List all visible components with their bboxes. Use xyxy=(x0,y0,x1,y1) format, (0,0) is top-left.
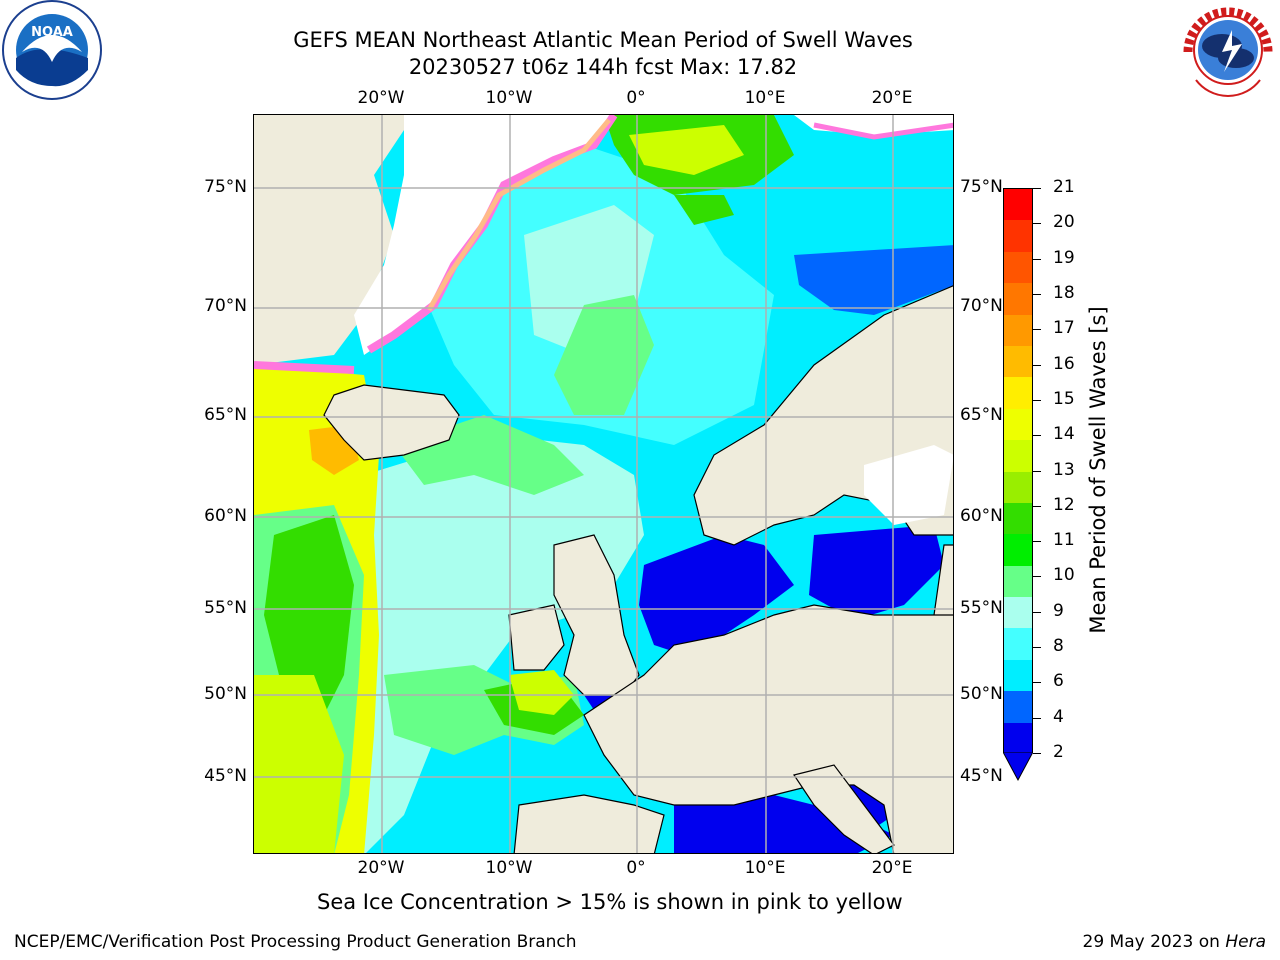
lon-label-bottom-10e: 10°E xyxy=(744,858,786,878)
colorbar-tick-label: 16 xyxy=(1053,353,1075,374)
colorbar-tick-label: 15 xyxy=(1053,388,1075,409)
colorbar-tick-mark xyxy=(1033,576,1041,578)
colorbar-segment xyxy=(1004,628,1032,661)
colorbar-tick-mark xyxy=(1033,647,1041,649)
lon-label-top-10e: 10°E xyxy=(744,88,786,108)
colorbar-segment xyxy=(1004,220,1032,253)
map-graphic xyxy=(254,115,953,853)
colorbar-label: Mean Period of Swell Waves [s] xyxy=(1086,306,1110,634)
chart-title-line-2: 20230527 t06z 144h fcst Max: 17.82 xyxy=(408,55,798,79)
lon-label-top-20e: 20°E xyxy=(871,88,913,108)
colorbar-tick-mark xyxy=(1033,329,1041,331)
colorbar-tick-label: 8 xyxy=(1053,636,1064,657)
colorbar-tick-mark xyxy=(1033,611,1041,613)
lat-label-left-55n: 55°N xyxy=(204,598,247,618)
colorbar-segment xyxy=(1004,722,1032,755)
footer-left: NCEP/EMC/Verification Post Processing Pr… xyxy=(14,932,577,952)
colorbar-tick-mark xyxy=(1033,717,1041,719)
colorbar-segment xyxy=(1004,691,1032,724)
colorbar-tick-mark xyxy=(1033,682,1041,684)
lat-label-right-75n: 75°N xyxy=(960,177,1003,197)
colorbar-tick-mark xyxy=(1033,399,1041,401)
footer-date: 29 May 2023 on xyxy=(1082,932,1226,952)
colorbar-segment xyxy=(1004,534,1032,567)
colorbar-tick-mark xyxy=(1033,541,1041,543)
lat-label-left-45n: 45°N xyxy=(204,766,247,786)
colorbar-tick-label: 4 xyxy=(1053,706,1064,727)
colorbar-ticks: 21 20 19 18 17 16 15 14 13 12 11 10 9 8 6 4 2 xyxy=(1003,177,1083,762)
lat-label-right-70n: 70°N xyxy=(960,296,1003,316)
lat-label-left-65n: 65°N xyxy=(204,405,247,425)
lon-label-bottom-20w: 20°W xyxy=(357,858,405,878)
colorbar-segment xyxy=(1004,659,1032,692)
colorbar-tick-label: 17 xyxy=(1053,318,1075,339)
lon-label-top-20w: 20°W xyxy=(357,88,405,108)
colorbar-tick-label: 13 xyxy=(1053,459,1075,480)
noaa-logo: NOAA xyxy=(0,0,104,104)
colorbar-tick-label: 11 xyxy=(1053,530,1075,551)
lat-label-right-55n: 55°N xyxy=(960,598,1003,618)
colorbar-tick-label: 19 xyxy=(1053,247,1075,268)
colorbar-tick-mark xyxy=(1033,470,1041,472)
lat-label-left-60n: 60°N xyxy=(204,506,247,526)
sea-ice-caption: Sea Ice Concentration > 15% is shown in … xyxy=(317,890,903,914)
colorbar-tick-label: 12 xyxy=(1053,494,1075,515)
colorbar-segment xyxy=(1004,251,1032,284)
colorbar-segment xyxy=(1004,502,1032,535)
lat-label-right-60n: 60°N xyxy=(960,506,1003,526)
colorbar-tick-label: 2 xyxy=(1053,742,1064,762)
lon-label-bottom-0: 0° xyxy=(626,858,646,878)
lat-label-left-70n: 70°N xyxy=(204,296,247,316)
lat-label-left-50n: 50°N xyxy=(204,684,247,704)
footer-host: Hera xyxy=(1225,932,1266,952)
lat-label-right-65n: 65°N xyxy=(960,405,1003,425)
map-panel xyxy=(253,114,954,854)
colorbar-tick-label: 9 xyxy=(1053,600,1064,621)
lon-label-bottom-20e: 20°E xyxy=(871,858,913,878)
colorbar-tick-mark xyxy=(1033,364,1041,366)
colorbar-segment xyxy=(1004,440,1032,472)
colorbar-tick-mark xyxy=(1033,223,1041,225)
colorbar-segment xyxy=(1004,283,1032,316)
chart-title-line-1: GEFS MEAN Northeast Atlantic Mean Period… xyxy=(293,28,913,52)
colorbar-tick-label: 14 xyxy=(1053,424,1075,445)
colorbar-segment xyxy=(1004,565,1032,598)
lat-label-left-75n: 75°N xyxy=(204,177,247,197)
colorbar-tick-mark xyxy=(1033,258,1041,260)
nws-logo xyxy=(1176,0,1280,104)
svg-text:NOAA: NOAA xyxy=(31,25,73,40)
colorbar-tick-label: 18 xyxy=(1053,282,1075,303)
colorbar-tick-mark xyxy=(1033,435,1041,437)
colorbar-segment xyxy=(1004,471,1032,504)
colorbar-tick-label: 21 xyxy=(1053,177,1075,197)
lat-label-right-45n: 45°N xyxy=(960,766,1003,786)
colorbar-segment xyxy=(1004,408,1032,441)
lon-label-bottom-10w: 10°W xyxy=(485,858,533,878)
colorbar-extend-arrow xyxy=(1003,752,1033,782)
colorbar-segment xyxy=(1004,189,1032,221)
footer-right: 29 May 2023 on Hera xyxy=(1083,932,1267,952)
colorbar xyxy=(1003,188,1033,755)
colorbar-segment xyxy=(1004,377,1032,410)
lon-label-top-0: 0° xyxy=(626,88,646,108)
lat-label-right-50n: 50°N xyxy=(960,684,1003,704)
colorbar-tick-mark xyxy=(1033,753,1041,754)
colorbar-tick-mark xyxy=(1033,188,1041,189)
colorbar-tick-label: 20 xyxy=(1053,212,1075,233)
colorbar-segment xyxy=(1004,597,1032,629)
colorbar-tick-mark xyxy=(1033,505,1041,507)
colorbar-segment xyxy=(1004,314,1032,347)
colorbar-tick-mark xyxy=(1033,293,1041,295)
colorbar-tick-label: 10 xyxy=(1053,565,1075,586)
colorbar-tick-label: 6 xyxy=(1053,671,1064,692)
lon-label-top-10w: 10°W xyxy=(485,88,533,108)
colorbar-segment xyxy=(1004,345,1032,378)
